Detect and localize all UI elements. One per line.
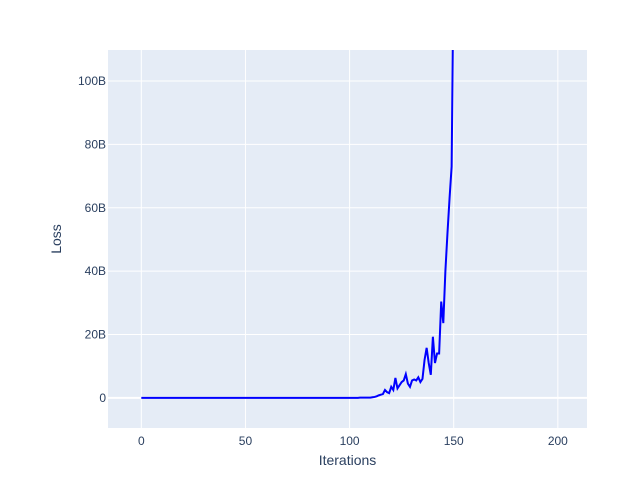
x-tick-label: 200: [548, 434, 568, 448]
x-tick-label: 50: [239, 434, 253, 448]
y-tick-label: 20B: [85, 328, 106, 342]
x-tick-label: 100: [340, 434, 360, 448]
tick-labels: 0 50 100 150 200 0 20B 40B 60B 80B 100B: [78, 74, 568, 448]
x-axis-title: Iterations: [319, 452, 377, 468]
plot-background: [108, 50, 587, 428]
loss-series-line: [141, 50, 454, 399]
x-tick-label: 0: [138, 434, 145, 448]
y-tick-label: 0: [99, 391, 106, 405]
y-axis-title: Loss: [48, 224, 64, 254]
y-tick-label: 40B: [85, 264, 106, 278]
y-tick-label: 80B: [85, 137, 106, 151]
x-tick-label: 150: [444, 434, 464, 448]
y-tick-label: 100B: [78, 74, 106, 88]
y-tick-label: 60B: [85, 201, 106, 215]
